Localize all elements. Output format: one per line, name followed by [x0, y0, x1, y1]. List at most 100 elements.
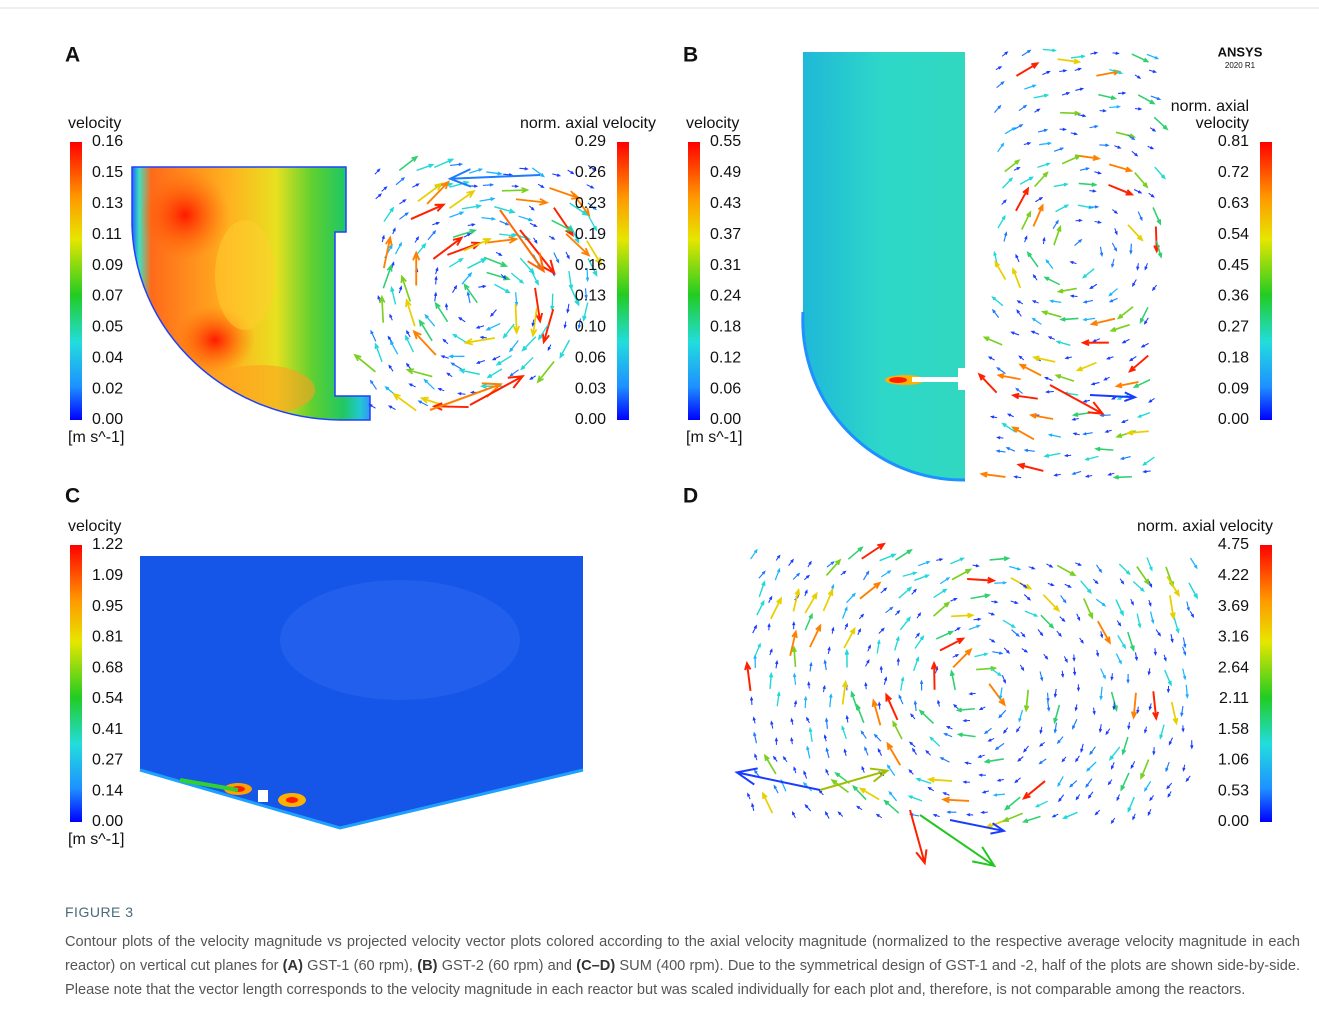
vector-arrow — [1159, 724, 1165, 740]
vector-arrow — [1002, 619, 1017, 629]
vector-arrow — [1136, 613, 1142, 629]
vector-arrow — [1089, 317, 1116, 327]
vector-arrow — [481, 216, 497, 221]
vector-arrow — [1082, 399, 1091, 403]
vector-arrow — [749, 696, 754, 705]
vector-arrow — [458, 368, 480, 375]
vector-arrow — [1079, 167, 1090, 171]
vector-arrow — [1005, 447, 1016, 452]
vector-arrow — [1001, 675, 1006, 684]
vector-arrow — [1127, 354, 1149, 373]
vector-arrow — [1053, 182, 1069, 188]
vector-arrow — [1018, 710, 1024, 723]
vector-arrow — [916, 612, 922, 619]
vector-arrow — [479, 197, 496, 202]
panel-label: C — [65, 485, 80, 508]
vector-arrow — [1152, 691, 1160, 721]
vector-arrow — [1052, 219, 1059, 230]
vector-arrow — [529, 375, 537, 380]
vector-arrow — [452, 229, 478, 238]
vector-arrow — [1121, 736, 1129, 756]
vector-arrow — [1031, 300, 1039, 304]
vector-arrow — [1034, 171, 1049, 188]
vector-arrow — [807, 560, 812, 568]
vector-arrow — [1127, 796, 1135, 814]
vector-arrow — [584, 288, 588, 300]
vector-arrow — [499, 220, 510, 226]
vector-arrow — [391, 261, 395, 269]
vector-arrow — [1028, 566, 1036, 570]
vector-arrow — [1173, 617, 1180, 634]
vector-arrow — [792, 672, 797, 685]
vector-arrow — [1155, 629, 1162, 637]
vector-arrow — [994, 581, 1008, 585]
vector-arrow — [400, 274, 411, 302]
vector-arrow — [991, 600, 999, 604]
caption-ref: (C–D) — [576, 958, 616, 974]
vector-arrow — [1147, 668, 1151, 676]
vector-arrow — [825, 768, 830, 776]
vector-arrow — [989, 556, 1011, 562]
vector-arrow — [410, 203, 446, 220]
vector-arrow — [1137, 211, 1143, 222]
vector-arrow — [840, 570, 847, 576]
logo: ANSYS — [1218, 44, 1263, 59]
vector-arrow — [1084, 455, 1099, 461]
vector-arrow — [1061, 670, 1065, 678]
vector-arrow — [586, 240, 603, 266]
vector-arrow — [565, 233, 591, 257]
colorbar-tick-label: 0.18 — [1218, 349, 1249, 366]
vector-arrow — [1148, 192, 1155, 198]
vector-arrow — [1112, 702, 1116, 711]
vector-arrow — [1013, 166, 1021, 171]
vector-arrow — [1003, 727, 1009, 734]
vector-arrow — [818, 789, 824, 796]
vector-arrow — [955, 707, 975, 713]
vector-arrow — [939, 757, 950, 763]
vector-arrow — [1108, 746, 1121, 761]
vector-arrow — [1080, 580, 1092, 595]
vector-arrow — [1105, 728, 1111, 736]
vector-arrow — [1023, 448, 1035, 453]
vector-arrow — [548, 235, 556, 240]
vector-arrow — [1119, 456, 1131, 460]
vector-arrow — [1017, 756, 1024, 762]
flow-streak — [179, 778, 239, 792]
vector-arrow — [423, 378, 435, 390]
vector-arrow — [910, 713, 916, 720]
vector-arrow — [1134, 107, 1143, 111]
colorbar-unit: [m s^-1] — [686, 429, 742, 446]
vector-arrow — [831, 626, 835, 634]
vector-arrow — [988, 683, 1006, 707]
vector-arrow — [486, 368, 503, 379]
vector-arrow — [582, 302, 589, 322]
vector-arrow — [494, 206, 516, 214]
vector-arrow — [1010, 600, 1019, 604]
caption-text: GST-1 (60 rpm), — [302, 958, 418, 974]
vector-arrow — [970, 593, 992, 600]
caption: Contour plots of the velocity magnitude … — [65, 930, 1300, 1002]
vector-arrow — [569, 202, 589, 216]
vector-arrow — [1121, 338, 1130, 344]
vector-arrow — [1108, 183, 1135, 196]
vector-arrow — [1015, 253, 1020, 263]
vector-arrow — [1045, 390, 1054, 394]
vector-arrow — [1044, 376, 1053, 382]
vector-arrow — [475, 359, 486, 364]
colorbar — [1260, 545, 1272, 822]
vector-arrow — [463, 232, 472, 238]
vector-arrow — [1133, 188, 1143, 194]
vector-arrow — [793, 766, 797, 774]
vector-arrow — [770, 720, 774, 729]
vector-arrow — [950, 598, 958, 602]
vector-arrow — [1006, 413, 1014, 418]
vector-arrow — [399, 212, 409, 220]
vector-arrow — [980, 810, 988, 815]
vector-arrow — [933, 601, 951, 617]
colorbar-title: norm. axial — [1171, 98, 1249, 115]
vector-arrow — [1021, 648, 1029, 653]
vector-arrow — [375, 193, 383, 200]
vector-arrow — [475, 325, 485, 329]
vector-arrow — [1046, 700, 1051, 712]
vector-arrow — [1084, 474, 1093, 478]
